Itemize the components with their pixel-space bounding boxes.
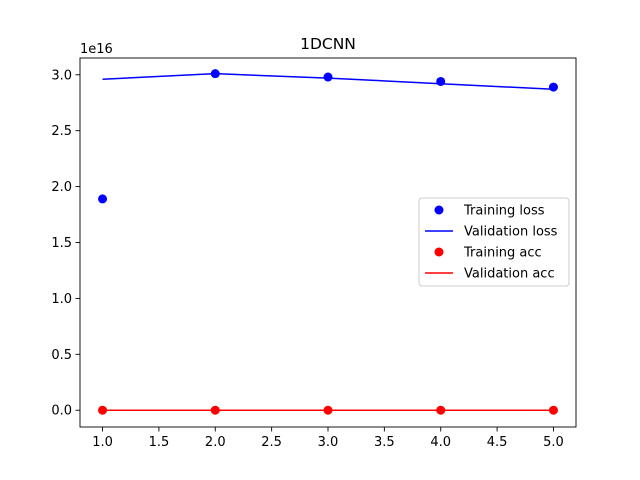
x-tick-label: 3.5 (374, 435, 395, 450)
x-tick-label: 3.0 (318, 435, 339, 450)
y-offset-label: 1e16 (80, 42, 113, 57)
y-tick-label: 2.5 (51, 124, 72, 139)
legend-box (418, 197, 570, 287)
data-point-2 (436, 405, 446, 415)
legend-label: Training acc (463, 246, 542, 261)
y-tick-label: 2.0 (51, 180, 72, 195)
x-tick-label: 2.0 (205, 435, 226, 450)
y-tick-label: 0.0 (51, 404, 72, 419)
x-tick-label: 1.5 (149, 435, 170, 450)
chart-title: 1DCNN (300, 35, 356, 53)
legend-marker (434, 205, 444, 215)
x-tick-label: 4.0 (430, 435, 451, 450)
y-tick-label: 1.0 (51, 292, 72, 307)
data-point-0 (436, 76, 446, 86)
legend-label: Training loss (463, 204, 545, 219)
legend-marker (434, 247, 444, 257)
x-tick-label: 2.5 (261, 435, 282, 450)
data-point-2 (98, 405, 108, 415)
x-tick-label: 4.5 (487, 435, 508, 450)
data-point-2 (210, 405, 220, 415)
y-tick-label: 0.5 (51, 348, 72, 363)
x-tick-label: 5.0 (543, 435, 564, 450)
y-tick-label: 1.5 (51, 236, 72, 251)
y-tick-label: 3.0 (51, 68, 72, 83)
legend-label: Validation loss (464, 225, 558, 240)
data-point-0 (323, 72, 333, 82)
data-point-0 (98, 194, 108, 204)
x-tick-label: 1.0 (92, 435, 113, 450)
data-point-2 (548, 405, 558, 415)
data-point-2 (323, 405, 333, 415)
data-point-0 (548, 82, 558, 92)
data-point-0 (210, 69, 220, 79)
plot-area: 1.0 1.5 2.0 2.5 3.0 3.5 4.0 4.5 5.0 0.0 0.5 1.0 1.5 2… (51, 57, 577, 450)
legend-label: Validation acc (464, 267, 555, 282)
axes-frame (79, 57, 577, 428)
